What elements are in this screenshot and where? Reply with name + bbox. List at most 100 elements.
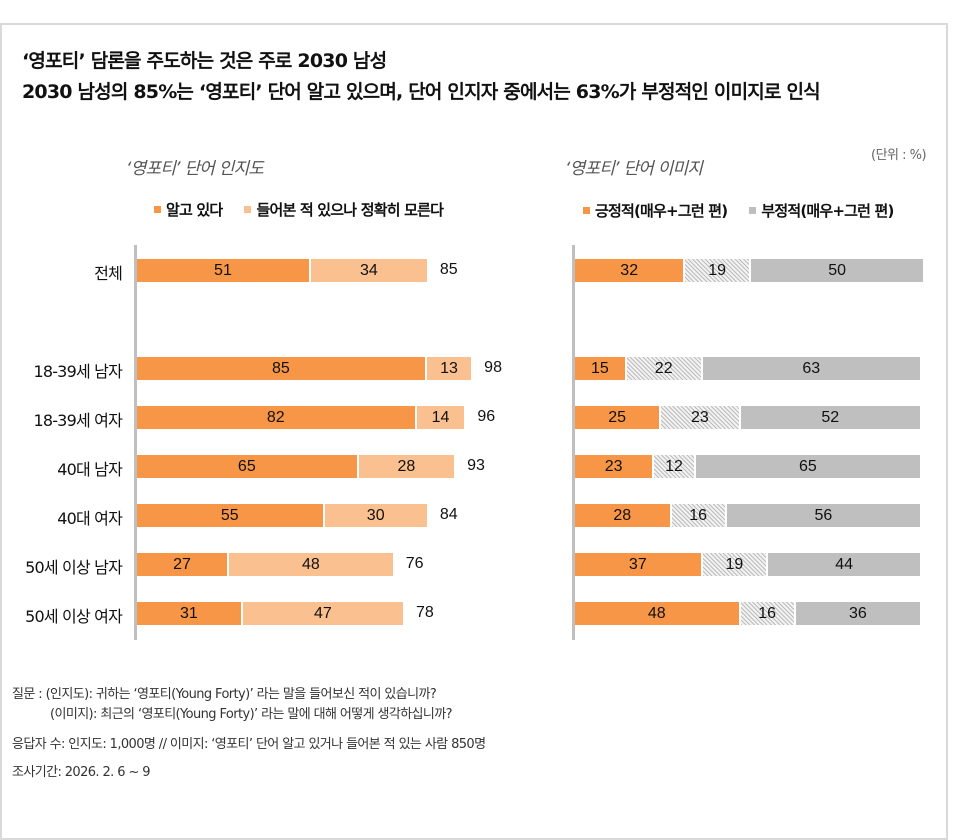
legend-label: 들어본 적 있으나 정확히 모른다 (256, 201, 444, 219)
data-label: 50 (828, 261, 847, 279)
data-label: 19 (708, 261, 727, 279)
bar-segment: 36 (795, 602, 920, 625)
total-label: 85 (439, 261, 458, 278)
data-label: 34 (359, 261, 378, 279)
data-label: 44 (835, 555, 853, 573)
data-label: 25 (608, 408, 627, 426)
total-label: 98 (484, 359, 502, 376)
bar-segment: 37 (575, 553, 701, 576)
bar-segment: 50 (750, 259, 924, 282)
footer-question-1: 질문 : (인지도): 귀하는 ‘영포티(Young Forty)’ 라는 말을… (12, 687, 437, 702)
bar-segment: 19 (685, 259, 749, 282)
bar-segment: 15 (575, 357, 625, 380)
data-label: 23 (604, 457, 623, 475)
total-label: 84 (439, 506, 458, 523)
data-label: 31 (179, 604, 198, 622)
bar-segment: 48 (229, 553, 393, 576)
data-label: 16 (689, 506, 708, 524)
data-label: 65 (237, 457, 256, 475)
legend-item-positive: 긍정적(매우+그런 편) (583, 200, 728, 221)
bar-segment: 27 (137, 553, 228, 576)
right-chart-title: ‘영포티’ 단어 이미지 (565, 159, 703, 179)
footer-question-2: (이미지): 최근의 ‘영포티(Young Forty)’ 라는 말에 대해 어… (50, 707, 453, 722)
bar-segment: 28 (358, 455, 455, 478)
legend-swatch-orange (583, 207, 590, 214)
total-label: 93 (467, 457, 485, 474)
data-label: 36 (848, 604, 867, 622)
bar-segment: 56 (726, 504, 920, 527)
footer-respondents: 응답자 수: 인지도: 1,000명 // 이미지: ‘영포티’ 단어 알고 있… (12, 737, 486, 752)
category-label: 18-39세 여자 (33, 411, 122, 430)
left-chart-axis (134, 245, 137, 640)
bar-segment: 22 (626, 357, 701, 380)
data-label: 15 (590, 359, 609, 377)
bar-segment: 85 (137, 357, 425, 380)
data-label: 16 (758, 604, 777, 622)
bar-segment: 31 (137, 602, 241, 625)
total-label: 96 (477, 408, 496, 425)
data-label: 47 (313, 604, 332, 622)
data-label: 23 (691, 408, 709, 426)
category-label: 50세 이상 여자 (25, 607, 123, 626)
bar-segment: 14 (416, 406, 465, 429)
left-chart-title: ‘영포티’ 단어 인지도 (126, 159, 264, 179)
data-label: 14 (431, 408, 450, 426)
legend-swatch-orange (154, 206, 161, 213)
data-label: 27 (173, 555, 191, 573)
bar-segment: 82 (137, 406, 415, 429)
bar-segment: 55 (137, 504, 323, 527)
left-legend: 알고 있다 들어본 적 있으나 정확히 모른다 (154, 199, 465, 220)
data-label: 52 (821, 408, 840, 426)
bar-segment: 47 (242, 602, 403, 625)
bar-segment: 13 (426, 357, 472, 380)
chart-title: ‘영포티’ 담론을 주도하는 것은 주로 2030 남성 (22, 50, 387, 72)
bar-segment: 16 (671, 504, 725, 527)
data-label: 82 (266, 408, 285, 426)
category-label: 40대 여자 (57, 509, 123, 528)
data-label: 28 (613, 506, 632, 524)
bar-segment: 19 (702, 553, 767, 576)
right-legend: 긍정적(매우+그런 편) 부정적(매우+그런 편) (583, 200, 916, 221)
data-label: 19 (725, 555, 744, 573)
bar-segment: 32 (575, 259, 684, 282)
chart-headline: 2030 남성의 85%는 ‘영포티’ 단어 알고 있으며, 단어 인지자 중에… (22, 81, 821, 103)
bar-segment: 63 (702, 357, 920, 380)
chart-frame (0, 23, 948, 840)
bar-segment: 16 (740, 602, 794, 625)
data-label: 85 (272, 359, 290, 377)
unit-label: (단위 : %) (871, 148, 927, 163)
data-label: 48 (302, 555, 320, 573)
legend-label: 알고 있다 (166, 201, 223, 219)
category-label: 18-39세 남자 (33, 362, 122, 381)
data-label: 56 (814, 506, 833, 524)
legend-item-aware: 알고 있다 (154, 199, 223, 220)
category-label: 50세 이상 남자 (25, 558, 123, 577)
bar-segment: 28 (575, 504, 670, 527)
data-label: 65 (798, 457, 817, 475)
data-label: 48 (647, 604, 666, 622)
category-label: 전체 (94, 264, 123, 283)
bar-segment: 34 (310, 259, 427, 282)
data-label: 12 (665, 457, 683, 475)
bar-segment: 65 (695, 455, 920, 478)
bar-segment: 25 (575, 406, 660, 429)
legend-swatch-gray (749, 207, 757, 214)
bar-segment: 23 (575, 455, 653, 478)
data-label: 37 (628, 555, 647, 573)
footer-period: 조사기간: 2026. 2. 6 ~ 9 (12, 765, 151, 780)
legend-swatch-light-orange (244, 206, 252, 213)
category-label: 40대 남자 (57, 460, 123, 479)
data-label: 22 (654, 359, 673, 377)
bar-segment: 52 (740, 406, 920, 429)
bar-segment: 23 (661, 406, 739, 429)
legend-label: 긍정적(매우+그런 편) (595, 202, 728, 220)
data-label: 28 (397, 457, 416, 475)
data-label: 13 (440, 359, 458, 377)
bar-segment: 65 (137, 455, 357, 478)
bar-segment: 48 (575, 602, 739, 625)
bar-segment: 51 (137, 259, 309, 282)
bar-segment: 12 (654, 455, 694, 478)
right-chart-axis (572, 245, 575, 640)
bar-segment: 30 (324, 504, 427, 527)
data-label: 55 (220, 506, 239, 524)
